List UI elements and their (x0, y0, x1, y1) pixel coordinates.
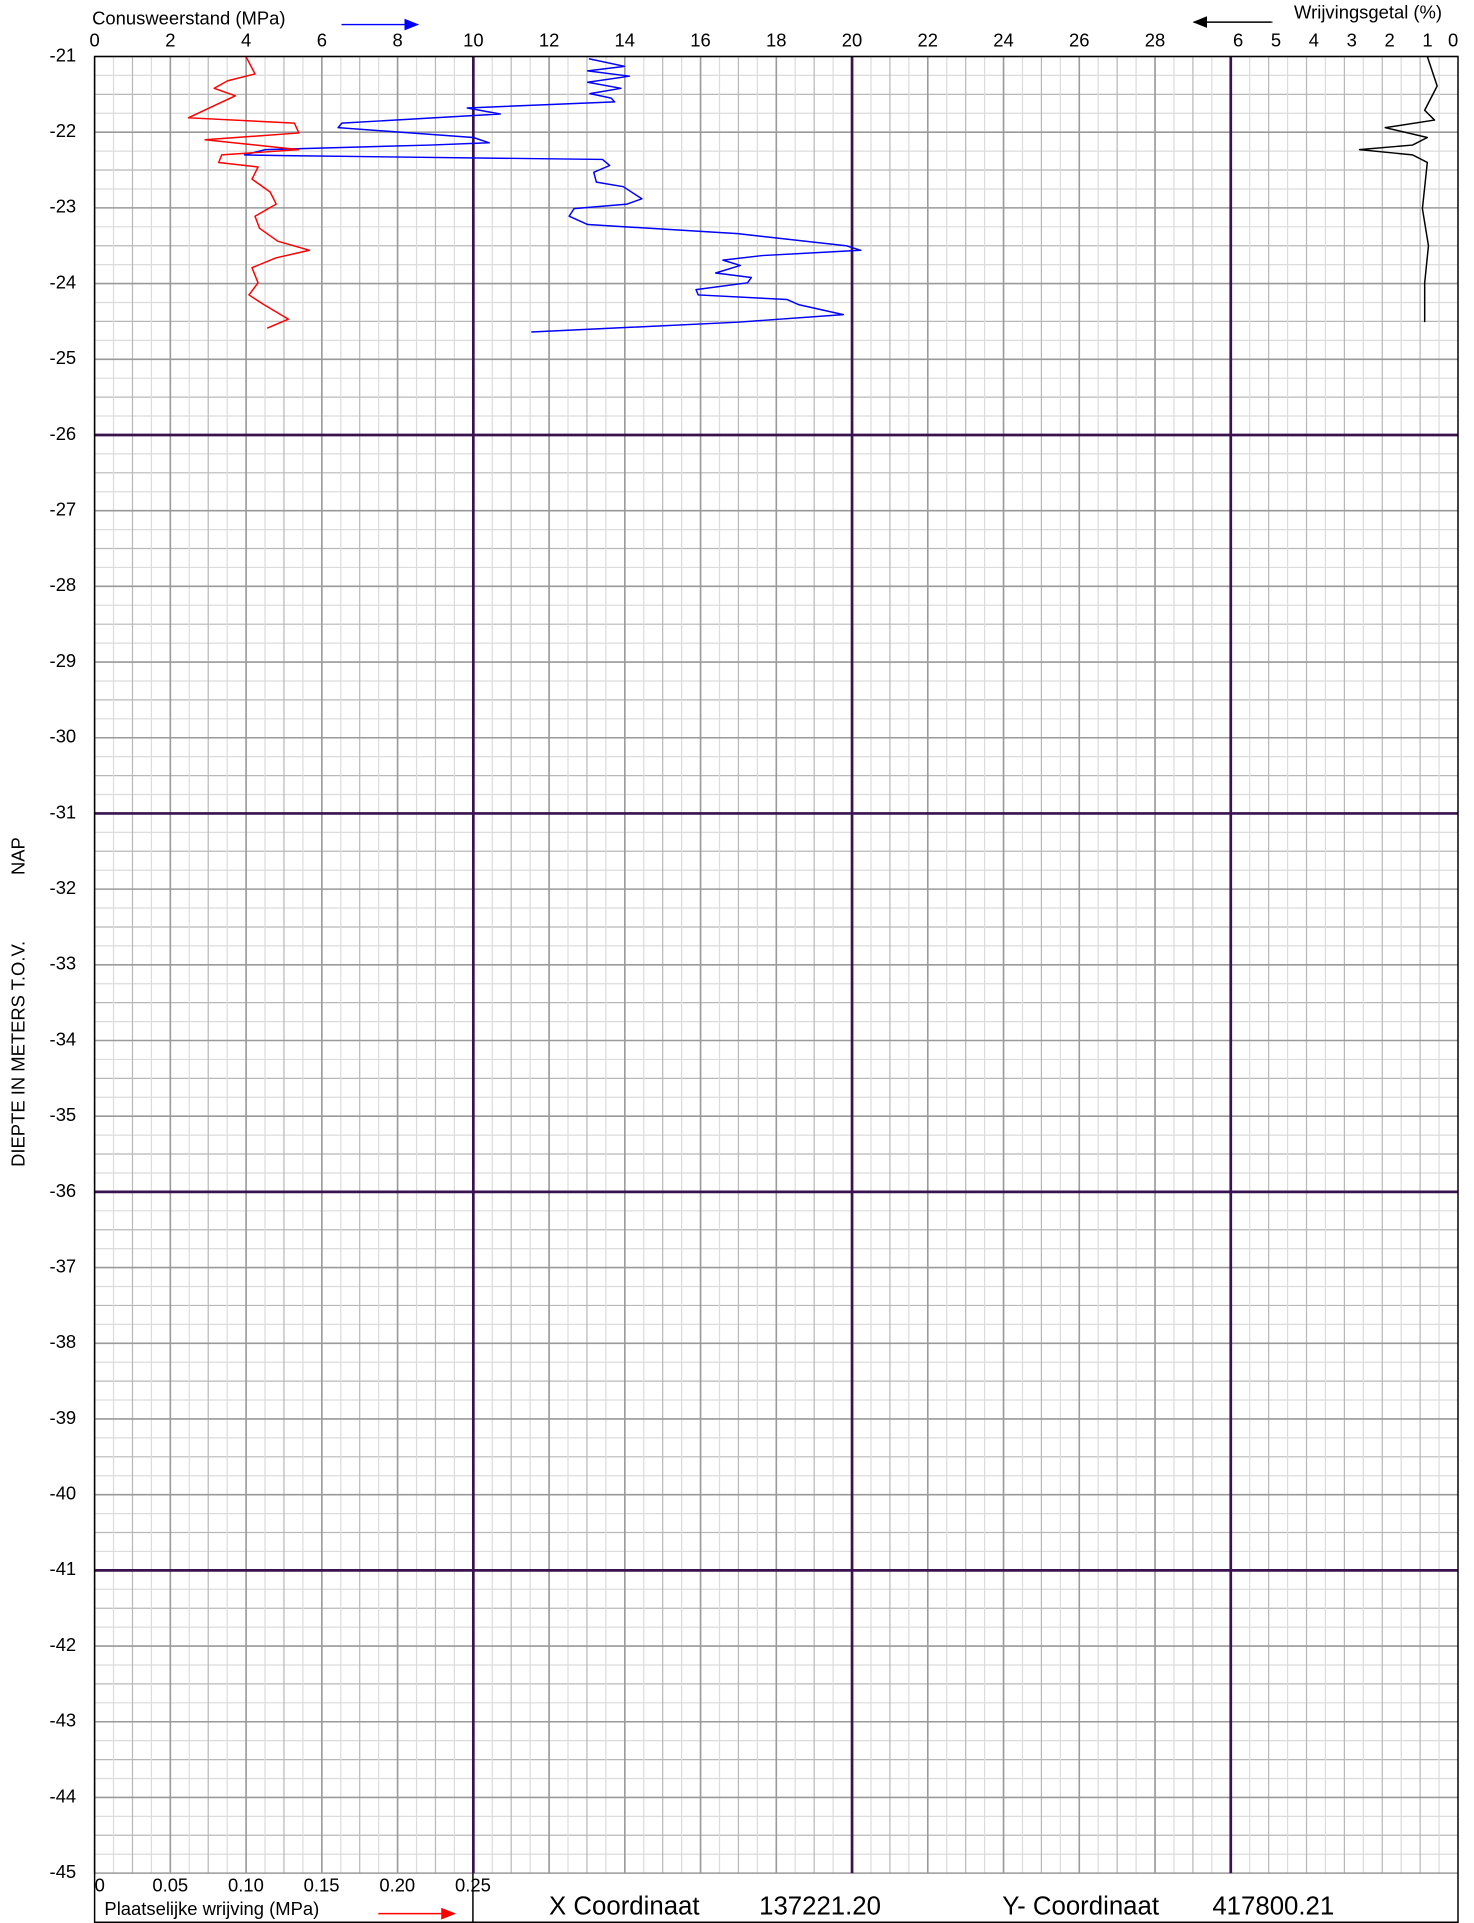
x2-tick-label: 0.10 (228, 1875, 264, 1896)
y-tick-label: -26 (50, 423, 77, 444)
y-tick-label: -43 (50, 1710, 77, 1731)
y-tick-label: -27 (50, 499, 77, 520)
x2-tick-label: 0.05 (152, 1875, 188, 1896)
frame (93, 55, 1459, 1923)
y-tick-label: -21 (50, 44, 77, 65)
x3-tick-label: 3 (1347, 30, 1357, 51)
y-axis-label: NAP (8, 837, 29, 875)
y-tick-label: -22 (50, 120, 77, 141)
x3-tick-label: 6 (1233, 30, 1243, 51)
y-tick-label: -29 (50, 650, 77, 671)
coord-value: 417800.21 (1212, 1892, 1334, 1920)
x-tick-label: 8 (392, 30, 402, 51)
x-tick-label: 2 (165, 30, 175, 51)
x-tick-label: 6 (317, 30, 327, 51)
x-tick-label: 22 (918, 30, 938, 51)
y-tick-label: -41 (50, 1558, 77, 1579)
y-tick-label: -36 (50, 1180, 77, 1201)
series-label: Conusweerstand (MPa) (92, 8, 285, 29)
series-line (1358, 56, 1438, 323)
y-tick-label: -39 (50, 1407, 77, 1428)
x3-tick-label: 4 (1309, 30, 1319, 51)
x-tick-label: 4 (241, 30, 251, 51)
coord-label: Y- Coordinaat (1002, 1892, 1159, 1920)
y-tick-label: -44 (50, 1785, 77, 1806)
x3-tick-label: 1 (1422, 30, 1432, 51)
y-tick-label: -38 (50, 1331, 77, 1352)
y-tick-label: -35 (50, 1104, 77, 1125)
y-axis-label: DIEPTE IN METERS T.O.V. (8, 941, 29, 1167)
y-tick-label: -40 (50, 1483, 77, 1504)
major-grid (94, 56, 1459, 1874)
x-tick-label: 18 (766, 30, 786, 51)
grid (93, 55, 1459, 1874)
coord-value: 137221.20 (759, 1892, 881, 1920)
y-tick-label: -24 (50, 271, 77, 292)
series-line (187, 56, 311, 329)
x-tick-label: 24 (993, 30, 1013, 51)
x2-tick-label: 0.25 (455, 1875, 491, 1896)
x-tick-label: 26 (1069, 30, 1089, 51)
x-tick-label: 16 (690, 30, 710, 51)
curves (187, 56, 1438, 333)
y-tick-label: -45 (50, 1861, 77, 1882)
x-tick-label: 10 (463, 30, 483, 51)
x-tick-label: 12 (539, 30, 559, 51)
y-tick-label: -37 (50, 1255, 77, 1276)
series-label: Wrijvingsgetal (%) (1294, 1, 1442, 22)
y-tick-label: -42 (50, 1634, 77, 1655)
coord-label: X Coordinaat (549, 1892, 699, 1920)
series-label: Plaatselijke wrijving (MPa) (104, 1898, 319, 1919)
y-tick-label: -25 (50, 347, 77, 368)
y-tick-label: -23 (50, 196, 77, 217)
series-line (243, 58, 862, 333)
y-tick-label: -33 (50, 953, 77, 974)
x2-tick-label: 0 (95, 1875, 105, 1896)
y-tick-label: -28 (50, 574, 77, 595)
y-tick-label: -30 (50, 726, 77, 747)
x-tick-label: 0 (89, 30, 99, 51)
y-tick-label: -31 (50, 801, 77, 822)
y-tick-label: -32 (50, 877, 77, 898)
x-tick-label: 28 (1145, 30, 1165, 51)
x3-tick-label: 0 (1448, 30, 1458, 51)
x3-tick-label: 5 (1271, 30, 1281, 51)
x3-tick-label: 2 (1385, 30, 1395, 51)
x-tick-label: 20 (842, 30, 862, 51)
x2-tick-label: 0.20 (379, 1875, 415, 1896)
x-tick-label: 14 (615, 30, 635, 51)
x2-tick-label: 0.15 (304, 1875, 340, 1896)
y-tick-label: -34 (50, 1028, 77, 1049)
